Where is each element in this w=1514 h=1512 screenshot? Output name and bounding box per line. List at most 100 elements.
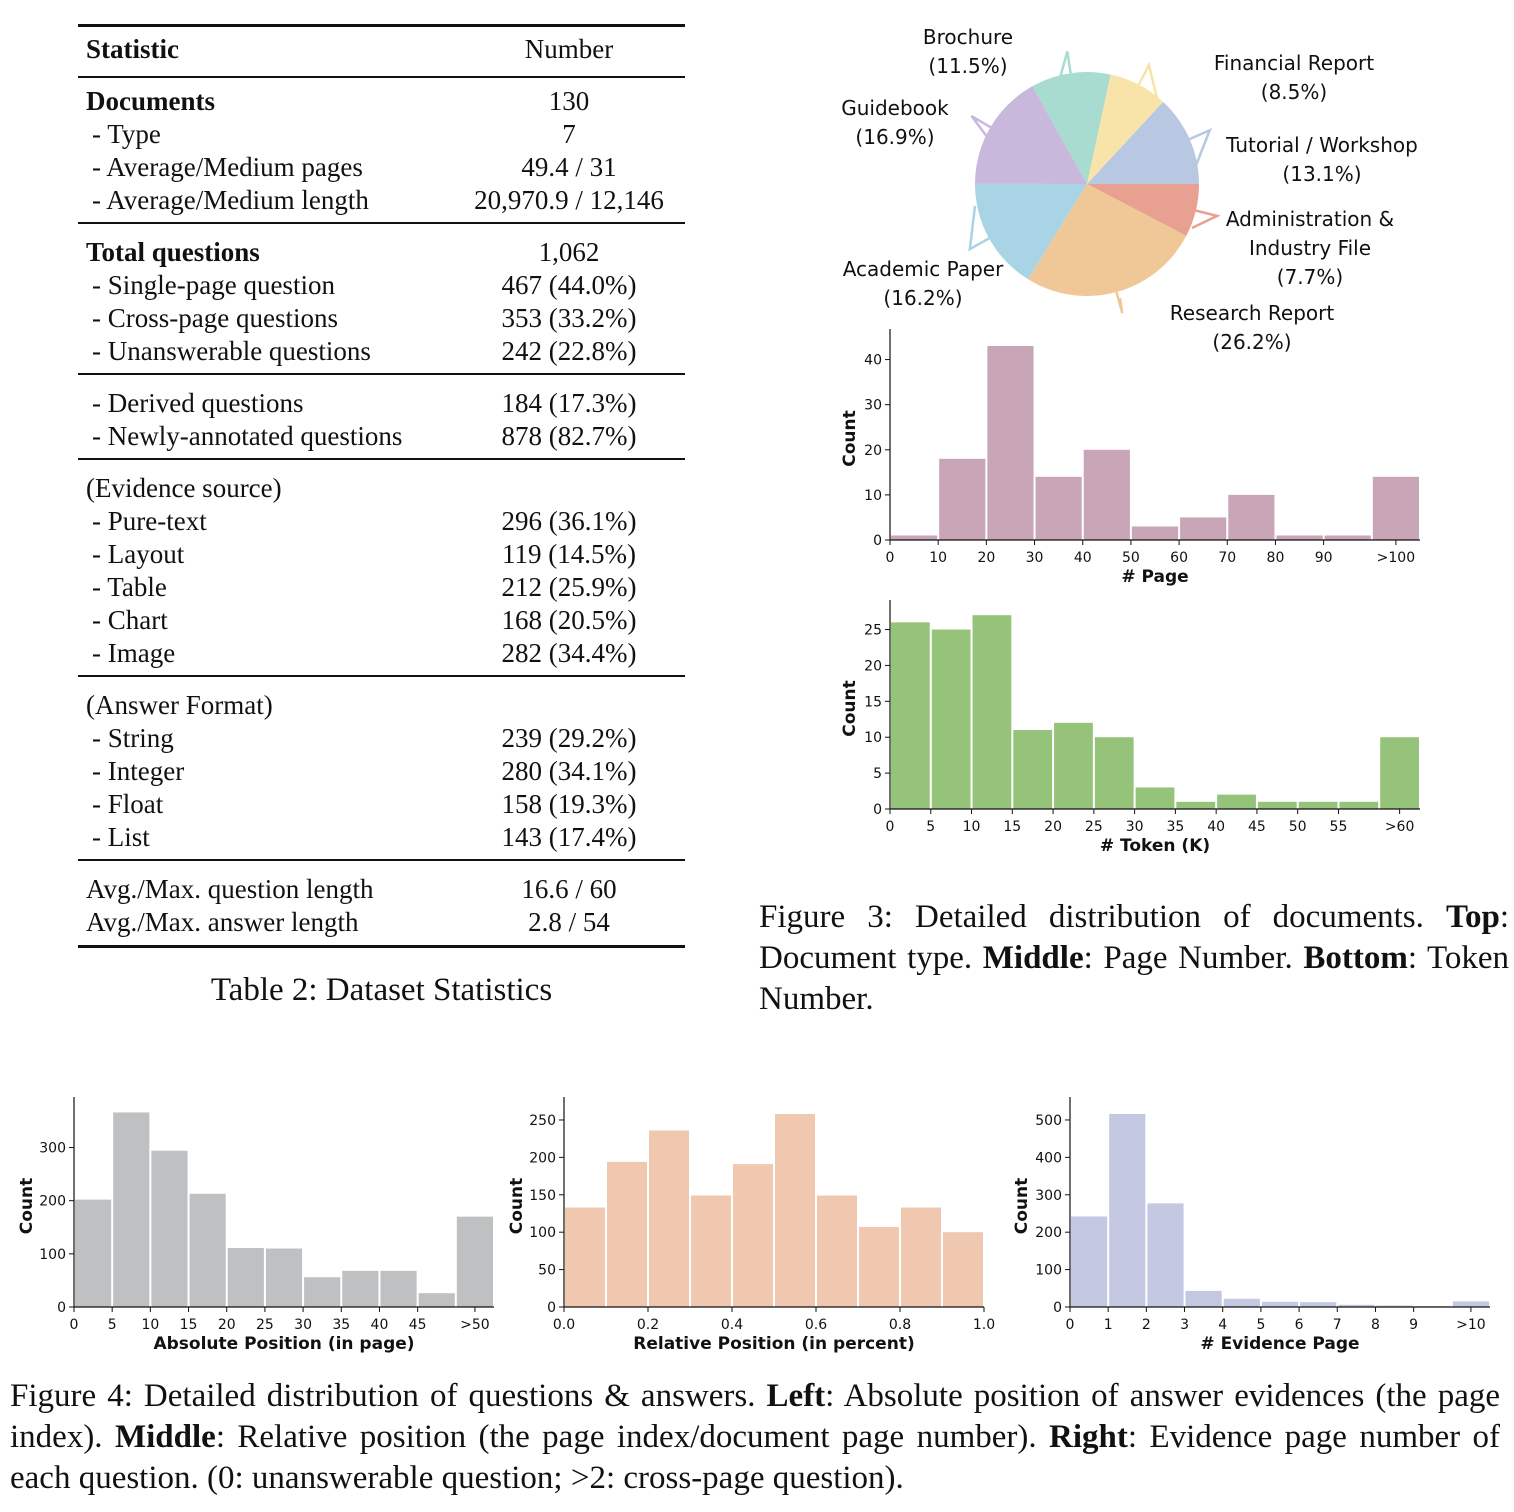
histogram-bar bbox=[775, 1113, 815, 1307]
table-row: Avg./Max. answer length 2.8 / 54 bbox=[78, 907, 685, 940]
table-row: - Layout 119 (14.5%) bbox=[78, 539, 685, 572]
row-label: Statistic bbox=[86, 34, 179, 64]
document-type-pie-chart: Tutorial / Workshop (13.1%) Administration… bbox=[841, 25, 1418, 354]
histogram-bar bbox=[987, 346, 1034, 540]
histogram-bar bbox=[1054, 722, 1093, 809]
row-label: - Type bbox=[92, 119, 161, 149]
table-top-rule bbox=[78, 24, 685, 27]
x-tick-label: 0 bbox=[886, 550, 895, 566]
row-label: - String bbox=[92, 723, 174, 753]
pie-leader-line bbox=[970, 114, 992, 139]
y-axis-label: Count bbox=[840, 410, 860, 467]
fig4-caption-left-label: Left bbox=[766, 1378, 826, 1414]
row-value: 49.4 / 31 bbox=[521, 152, 617, 182]
y-tick-label: 15 bbox=[864, 694, 882, 710]
y-tick-label: 0 bbox=[873, 802, 882, 818]
histogram-bar bbox=[891, 535, 938, 540]
y-tick-label: 10 bbox=[864, 488, 882, 504]
x-tick-label: 0.0 bbox=[553, 1317, 575, 1333]
row-value: 20,970.9 / 12,146 bbox=[474, 185, 664, 215]
fig3-caption-top-label: Top bbox=[1446, 899, 1500, 935]
row-value: 296 (36.1%) bbox=[501, 506, 637, 536]
row-label: - Layout bbox=[92, 539, 185, 569]
row-label: - Float bbox=[92, 789, 164, 819]
pie-leader-line bbox=[1115, 291, 1124, 314]
x-tick-label: 1 bbox=[1104, 1317, 1113, 1333]
table-header-row: Statistic Number bbox=[78, 34, 685, 67]
table-row: - Pure-text 296 (36.1%) bbox=[78, 506, 685, 539]
histogram-bar bbox=[972, 615, 1012, 809]
histogram-bar bbox=[859, 1226, 899, 1307]
pie-label: (16.9%) bbox=[855, 125, 934, 149]
histogram-bar bbox=[607, 1161, 647, 1307]
histogram-bar bbox=[1013, 730, 1053, 809]
y-tick-label: 25 bbox=[864, 623, 882, 639]
row-label: - Chart bbox=[92, 605, 168, 635]
pie-label: (16.2%) bbox=[883, 286, 962, 310]
histogram-bar bbox=[1257, 801, 1297, 809]
histogram-bar bbox=[1131, 526, 1179, 540]
fig3-caption-top-text: : Document type. bbox=[759, 899, 1510, 976]
histogram-bar bbox=[1261, 1301, 1299, 1307]
row-value: 353 (33.2%) bbox=[501, 303, 637, 333]
y-tick-label: 400 bbox=[1035, 1150, 1062, 1166]
x-tick-label: 45 bbox=[1248, 819, 1266, 835]
histogram-bar bbox=[1185, 1290, 1222, 1307]
row-label: (Answer Format) bbox=[86, 690, 273, 720]
y-tick-label: 20 bbox=[864, 443, 882, 459]
y-axis-label: Count bbox=[1012, 1178, 1032, 1235]
table-row: (Evidence source) bbox=[78, 473, 685, 506]
pie-leader-line bbox=[1189, 127, 1213, 169]
y-tick-label: 40 bbox=[864, 353, 882, 369]
y-tick-label: 30 bbox=[864, 398, 882, 414]
histogram-bar bbox=[1109, 1113, 1146, 1307]
x-tick-label: 15 bbox=[180, 1317, 198, 1333]
row-value: 7 bbox=[562, 119, 576, 149]
row-label: - Derived questions bbox=[92, 388, 304, 418]
y-tick-label: 500 bbox=[1035, 1113, 1062, 1129]
x-tick-label: 45 bbox=[409, 1317, 427, 1333]
x-tick-label: 40 bbox=[371, 1317, 389, 1333]
histogram-bar bbox=[418, 1293, 455, 1307]
x-tick-label: 1.0 bbox=[973, 1317, 995, 1333]
row-value: 158 (19.3%) bbox=[501, 789, 637, 819]
table-row: - Unanswerable questions 242 (22.8%) bbox=[78, 336, 685, 369]
x-tick-label: 20 bbox=[977, 550, 995, 566]
table-row: - List 143 (17.4%) bbox=[78, 822, 685, 855]
histogram-bar bbox=[1324, 535, 1371, 540]
x-tick-label: 4 bbox=[1218, 1317, 1227, 1333]
x-tick-label: 70 bbox=[1218, 550, 1236, 566]
row-value: 16.6 / 60 bbox=[521, 874, 617, 904]
table-row: - Image 282 (34.4%) bbox=[78, 638, 685, 671]
y-tick-label: 300 bbox=[1035, 1188, 1062, 1204]
row-value: 168 (20.5%) bbox=[501, 605, 637, 635]
table-row: - Type 7 bbox=[78, 119, 685, 152]
pie-label: Brochure bbox=[923, 25, 1013, 49]
histogram-bar bbox=[1223, 1298, 1260, 1307]
row-label: - Single-page question bbox=[92, 270, 335, 300]
histogram-bar bbox=[649, 1130, 689, 1307]
row-label: - Average/Medium length bbox=[92, 185, 369, 215]
table-section-rule bbox=[78, 222, 685, 224]
x-tick-label: 30 bbox=[294, 1317, 312, 1333]
row-value: 143 (17.4%) bbox=[501, 822, 637, 852]
x-tick-label: 9 bbox=[1409, 1317, 1418, 1333]
row-label: (Evidence source) bbox=[86, 473, 282, 503]
x-tick-label: 7 bbox=[1333, 1317, 1342, 1333]
row-label: - Pure-text bbox=[92, 506, 207, 536]
row-label: - List bbox=[92, 822, 150, 852]
x-tick-label: 25 bbox=[1085, 819, 1103, 835]
row-value: 184 (17.3%) bbox=[501, 388, 637, 418]
pie-label: Tutorial / Workshop bbox=[1225, 133, 1418, 157]
pie-label: (8.5%) bbox=[1261, 80, 1327, 104]
fig4-caption-middle-text: : Relative position (the page index/docu… bbox=[215, 1419, 1037, 1455]
row-value: 878 (82.7%) bbox=[501, 421, 637, 451]
x-tick-label: 30 bbox=[1126, 819, 1144, 835]
table-section-rule bbox=[78, 859, 685, 861]
fig3-caption-middle-label: Middle bbox=[982, 940, 1084, 976]
histogram-bar bbox=[1339, 801, 1379, 809]
histogram-bar bbox=[265, 1248, 303, 1307]
x-tick-label: 15 bbox=[1003, 819, 1021, 835]
pie-label: (26.2%) bbox=[1212, 330, 1291, 354]
pie-leader-line bbox=[1137, 61, 1160, 103]
